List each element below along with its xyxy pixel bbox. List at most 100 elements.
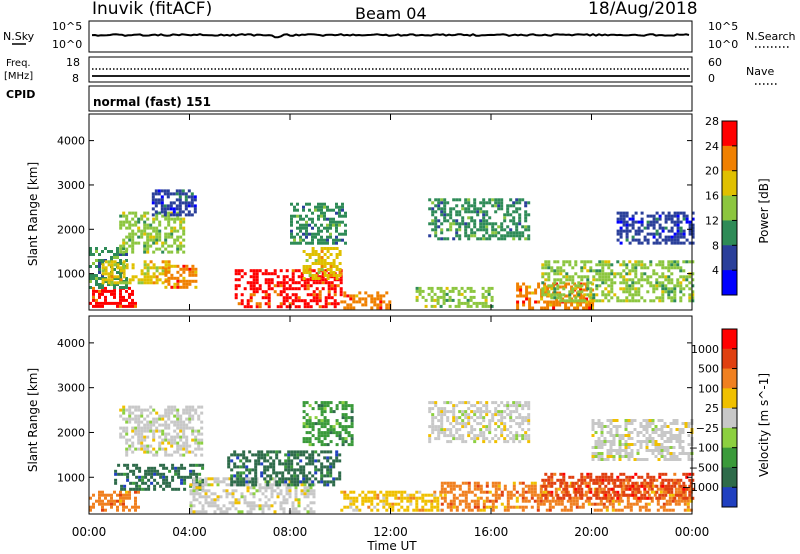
power-cell — [556, 260, 560, 264]
velocity-cell — [134, 429, 138, 433]
velocity-cell — [524, 416, 528, 420]
velocity-cell — [350, 434, 354, 438]
velocity-cell — [296, 462, 300, 466]
power-cell — [264, 272, 268, 276]
velocity-cell — [675, 458, 679, 461]
velocity-cell — [317, 437, 321, 441]
power-cell — [330, 284, 334, 288]
power-cell — [467, 198, 471, 202]
power-cell — [512, 201, 516, 205]
velocity-cell — [554, 490, 558, 494]
velocity-cell — [565, 484, 569, 488]
power-cell — [646, 214, 650, 218]
velocity-cell — [123, 484, 127, 488]
velocity-cell — [503, 487, 507, 491]
power-cell — [688, 241, 692, 245]
power-cell — [311, 226, 314, 230]
power-cell — [634, 290, 638, 294]
velocity-cell — [309, 480, 313, 484]
power-cell — [652, 299, 656, 303]
velocity-cell — [473, 419, 477, 423]
velocity-cell — [287, 456, 291, 460]
power-cell — [333, 302, 337, 306]
velocity-cell — [137, 438, 141, 442]
velocity-cell — [624, 452, 628, 455]
power-cell — [619, 299, 623, 303]
velocity-cell — [685, 472, 689, 476]
velocity-cell — [482, 490, 486, 494]
velocity-cell — [302, 465, 306, 469]
velocity-colorbar-tick-label: 1000 — [691, 343, 719, 356]
velocity-cell — [138, 469, 142, 473]
velocity-cell — [524, 419, 528, 423]
velocity-cell — [592, 478, 596, 482]
velocity-cell — [230, 459, 234, 463]
velocity-cell — [159, 472, 163, 476]
power-cell — [580, 299, 584, 303]
velocity-cell — [548, 502, 552, 506]
power-cell — [309, 299, 313, 303]
power-cell — [113, 268, 116, 271]
power-cell — [261, 290, 265, 294]
power-cell — [592, 293, 596, 297]
velocity-cell — [610, 487, 614, 491]
power-cell — [181, 192, 185, 196]
velocity-cell — [597, 455, 601, 458]
velocity-cell — [185, 423, 189, 427]
power-cell — [237, 302, 241, 306]
velocity-cell — [615, 452, 619, 455]
velocity-cell — [246, 504, 250, 508]
power-cell — [589, 299, 593, 303]
power-cell — [321, 272, 325, 276]
power-cell — [685, 220, 689, 224]
power-cell — [379, 306, 383, 310]
power-cell — [485, 237, 489, 241]
power-cell — [497, 198, 501, 202]
velocity-cell — [470, 428, 474, 432]
power-cell — [140, 217, 144, 221]
velocity-cell — [428, 407, 432, 411]
velocity-cell — [180, 466, 184, 470]
velocity-cell — [446, 401, 450, 405]
velocity-cell — [566, 499, 570, 503]
power-cell — [299, 223, 302, 227]
velocity-cell — [293, 456, 297, 460]
power-cell — [92, 274, 95, 277]
velocity-cell — [146, 450, 150, 454]
power-cell — [518, 207, 522, 211]
power-cell — [128, 211, 132, 215]
power-cell — [421, 289, 425, 293]
velocity-cell — [191, 438, 195, 442]
power-cell — [559, 296, 563, 300]
velocity-cell — [143, 450, 147, 454]
velocity-cell — [266, 468, 270, 472]
velocity-cell — [185, 417, 189, 421]
power-cell — [607, 272, 611, 276]
velocity-cell — [183, 481, 187, 485]
velocity-cell — [185, 447, 189, 451]
velocity-cell — [201, 466, 205, 470]
power-cell — [332, 241, 335, 245]
power-cell — [113, 289, 116, 293]
power-cell — [305, 232, 308, 236]
power-cell — [101, 289, 104, 293]
power-cell — [586, 284, 590, 288]
power-cell — [116, 263, 120, 267]
power-cell — [619, 241, 623, 245]
velocity-cell — [616, 490, 620, 494]
power-cell — [146, 247, 150, 251]
velocity-cell — [197, 432, 201, 436]
velocity-cell — [497, 413, 501, 417]
power-cell — [616, 238, 620, 242]
power-cell — [515, 198, 519, 202]
power-cell — [258, 305, 262, 309]
velocity-cell — [364, 496, 368, 500]
power-cell — [509, 228, 513, 232]
velocity-cell — [176, 414, 180, 418]
power-cell — [552, 300, 556, 304]
velocity-cell — [556, 478, 560, 482]
power-cell — [107, 289, 110, 293]
velocity-cell — [601, 475, 605, 479]
velocity-cell — [276, 486, 280, 490]
power-cell — [303, 302, 307, 306]
